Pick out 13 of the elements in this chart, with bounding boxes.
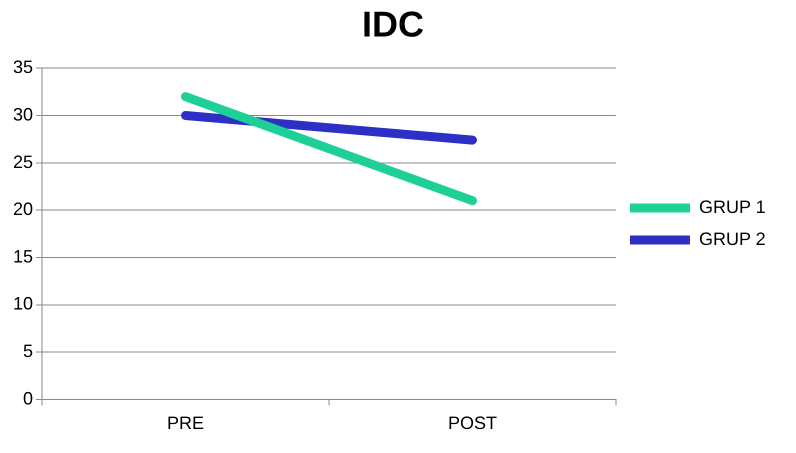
y-tick-label: 5 bbox=[23, 341, 34, 362]
x-tick-label: POST bbox=[448, 413, 497, 434]
legend-label: GRUP 1 bbox=[698, 196, 766, 217]
legend-label: GRUP 2 bbox=[698, 228, 766, 249]
y-tick-label: 20 bbox=[12, 199, 34, 220]
y-tick-label: 15 bbox=[12, 246, 34, 266]
x-tick-label: PRE bbox=[167, 413, 204, 434]
y-tick-label: 35 bbox=[12, 57, 34, 78]
y-tick-label: 30 bbox=[12, 104, 34, 124]
y-tick-label: 25 bbox=[12, 152, 34, 172]
y-tick-label: 0 bbox=[23, 388, 34, 408]
y-tick-label: 10 bbox=[12, 294, 34, 314]
chart-title: IDC bbox=[362, 4, 424, 45]
